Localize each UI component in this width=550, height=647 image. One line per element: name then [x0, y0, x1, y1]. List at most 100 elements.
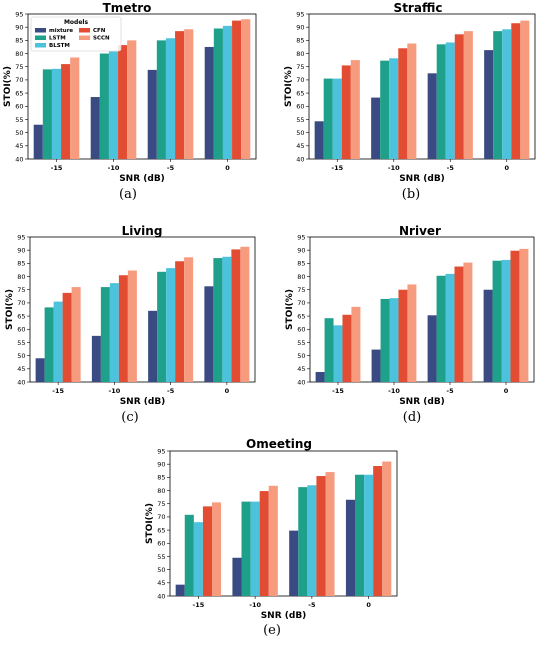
- bar-sccn-0: [519, 248, 529, 382]
- bar-lstm--15: [324, 318, 334, 382]
- x-tick-label: -10: [388, 164, 400, 172]
- chart-panel-living: 40 45 50 55 60 65 70 75 80 85 90 95 -15 -10 -5 0 Living S…: [5, 224, 256, 425]
- bar-blstm--5: [445, 273, 455, 382]
- bar-lstm--5: [436, 275, 446, 382]
- panel-caption: (d): [403, 410, 421, 425]
- y-tick-label: 55: [157, 553, 165, 561]
- bar-cfn--10: [398, 48, 408, 159]
- bar-lstm--15: [42, 69, 52, 159]
- bar-lstm--15: [323, 78, 333, 159]
- bar-blstm-0: [501, 259, 511, 382]
- bar-sccn-0: [241, 19, 251, 159]
- bar-cfn--10: [118, 45, 128, 159]
- y-tick-label: 50: [157, 566, 165, 574]
- bar-lstm--10: [99, 53, 109, 159]
- y-tick-label: 95: [17, 233, 25, 241]
- legend-swatch-mixture: [35, 28, 46, 33]
- y-axis-label: STOI(%): [5, 289, 15, 330]
- y-tick-label: 40: [297, 378, 305, 386]
- x-tick-label: 0: [504, 164, 509, 172]
- x-axis-label: SNR (dB): [399, 174, 445, 184]
- bar-mixture--5: [147, 69, 157, 159]
- bar-cfn--5: [454, 266, 464, 382]
- y-tick-label: 40: [15, 155, 23, 163]
- bar-lstm--10: [241, 501, 251, 596]
- y-tick-label: 50: [15, 129, 23, 137]
- bar-blstm--15: [51, 68, 62, 159]
- y-tick-label: 95: [157, 447, 165, 455]
- bar-cfn--15: [202, 506, 212, 596]
- bar-cfn--15: [342, 314, 352, 382]
- y-tick-label: 45: [296, 142, 304, 150]
- bar-lstm--15: [44, 307, 54, 382]
- y-tick-label: 60: [297, 326, 305, 334]
- y-axis-label: STOI(%): [284, 66, 294, 107]
- y-tick-label: 65: [157, 526, 165, 534]
- bar-mixture--5: [427, 315, 437, 382]
- x-tick-label: -10: [249, 601, 261, 609]
- y-tick-label: 70: [157, 513, 165, 521]
- x-tick-label: -10: [109, 387, 121, 395]
- bar-blstm--5: [445, 42, 455, 159]
- bar-cfn--15: [341, 65, 351, 159]
- bar-sccn--5: [184, 257, 194, 382]
- bar-mixture--15: [35, 358, 45, 382]
- y-tick-label: 90: [297, 246, 305, 254]
- y-tick-label: 65: [297, 312, 305, 320]
- bar-sccn--10: [407, 284, 417, 382]
- bar-sccn-0: [240, 246, 250, 382]
- y-tick-label: 40: [296, 155, 304, 163]
- bar-sccn--5: [325, 472, 335, 596]
- bar-sccn--10: [127, 40, 137, 160]
- x-tick-label: -5: [446, 387, 454, 395]
- bar-sccn--10: [268, 485, 278, 596]
- legend-entry-sccn: SCCN: [93, 36, 110, 42]
- bar-mixture-0: [204, 286, 214, 382]
- bar-cfn-0: [510, 250, 520, 382]
- y-tick-label: 55: [297, 339, 305, 347]
- y-tick-label: 55: [15, 116, 23, 124]
- x-axis-label: SNR (dB): [399, 397, 445, 407]
- y-tick-label: 40: [157, 592, 165, 600]
- x-axis-label: SNR (dB): [261, 611, 307, 621]
- y-tick-label: 85: [297, 260, 305, 268]
- y-axis-label: STOI(%): [145, 503, 155, 544]
- y-tick-label: 95: [15, 10, 23, 18]
- bar-sccn--15: [70, 57, 80, 159]
- panel-caption: (e): [263, 623, 281, 638]
- y-tick-label: 85: [15, 37, 23, 45]
- bar-sccn--5: [184, 29, 194, 159]
- chart-title: Nriver: [399, 224, 441, 238]
- bar-mixture--10: [90, 97, 100, 159]
- panel-caption: (c): [121, 410, 138, 425]
- bar-lstm--5: [298, 487, 308, 596]
- x-axis-label: SNR (dB): [119, 174, 165, 184]
- y-tick-label: 40: [17, 378, 25, 386]
- bar-blstm-0: [222, 25, 233, 160]
- bar-blstm--10: [389, 58, 399, 159]
- x-tick-label: -5: [447, 164, 455, 172]
- chart-title: Living: [122, 224, 163, 238]
- bar-blstm--5: [307, 485, 317, 596]
- legend-title: Models: [64, 19, 89, 26]
- y-axis-label: STOI(%): [285, 289, 295, 330]
- bar-sccn--15: [350, 60, 360, 159]
- bar-mixture--10: [232, 557, 242, 596]
- bar-sccn-0: [382, 461, 392, 596]
- y-tick-label: 70: [297, 299, 305, 307]
- y-tick-label: 50: [297, 352, 305, 360]
- y-tick-label: 60: [15, 103, 23, 111]
- bar-blstm--15: [332, 78, 342, 159]
- bar-mixture-0: [484, 50, 494, 160]
- bar-sccn-0: [520, 20, 530, 159]
- bar-cfn-0: [232, 20, 242, 159]
- y-tick-label: 55: [17, 339, 25, 347]
- x-tick-label: -5: [167, 164, 175, 172]
- bar-mixture-0: [483, 289, 493, 382]
- bar-sccn--15: [211, 502, 222, 596]
- bar-lstm-0: [492, 260, 502, 382]
- bar-mixture-0: [345, 499, 356, 596]
- chart-title: Straffic: [394, 1, 443, 15]
- bar-mixture--5: [427, 73, 437, 159]
- bar-cfn-0: [231, 249, 241, 382]
